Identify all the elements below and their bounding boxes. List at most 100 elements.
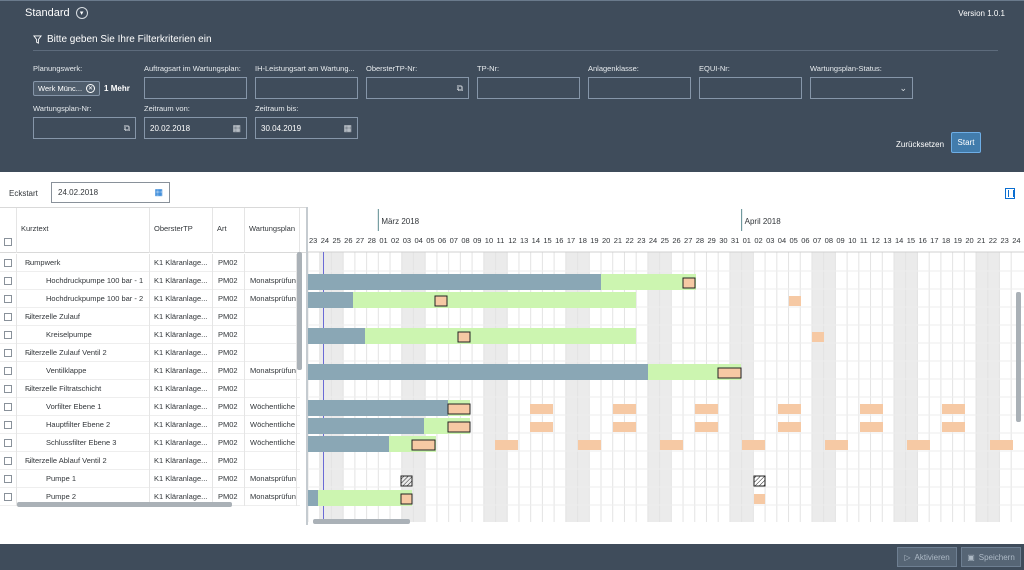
task-block[interactable] (695, 404, 718, 414)
hatched-task[interactable] (753, 475, 766, 487)
settings-icon[interactable] (1005, 188, 1015, 199)
table-row[interactable]: Vorfilter Ebene 1 K1 Kläranlage... PM02 Wöc… (0, 398, 300, 416)
row-checkbox[interactable] (4, 277, 12, 285)
equi-input[interactable] (699, 77, 802, 99)
task-block[interactable] (682, 277, 696, 289)
table-row[interactable]: Hochdruckpumpe 100 bar - 2 K1 Kläranlage.… (0, 290, 300, 308)
task-block[interactable] (447, 403, 471, 415)
task-block[interactable] (742, 440, 765, 450)
status-select[interactable]: ⌄ (810, 77, 913, 99)
row-checkbox[interactable] (4, 259, 12, 267)
task-block[interactable] (942, 422, 965, 432)
col-art[interactable]: Art (213, 208, 245, 253)
task-block[interactable] (495, 440, 518, 450)
task-block[interactable] (400, 493, 413, 505)
table-row[interactable]: Hauptfilter Ebene 2 K1 Kläranlage... PM02 W… (0, 416, 300, 434)
table-row[interactable]: ⌄ Filterzelle Ablauf Ventil 2 K1 Kläranlag… (0, 452, 300, 470)
task-block[interactable] (530, 422, 553, 432)
ihleistungsart-input[interactable] (255, 77, 358, 99)
task-block[interactable] (530, 404, 553, 414)
task-block[interactable] (860, 404, 883, 414)
variant-selector[interactable]: Standard ▾ (25, 7, 88, 19)
bar-planned[interactable] (318, 490, 412, 506)
task-block[interactable] (942, 404, 965, 414)
anlagenklasse-input[interactable] (588, 77, 691, 99)
bar-planned[interactable] (353, 292, 636, 308)
activate-button[interactable]: ▷ Aktivieren (897, 547, 957, 567)
row-checkbox[interactable] (4, 403, 12, 411)
calendar-icon[interactable]: ▦ (154, 187, 163, 197)
bar-done[interactable] (308, 418, 424, 434)
value-help-icon[interactable]: ⧉ (123, 123, 130, 133)
table-row[interactable]: ⌄ Filterzelle Zulauf K1 Kläranlage... PM02 (0, 308, 300, 326)
task-block[interactable] (695, 422, 718, 432)
task-block[interactable] (860, 422, 883, 432)
chevron-down-icon[interactable]: ⌄ (26, 312, 33, 321)
task-block[interactable] (457, 331, 471, 343)
bar-done[interactable] (308, 400, 448, 416)
row-checkbox[interactable] (4, 421, 12, 429)
bar-done[interactable] (308, 364, 648, 380)
col-wartungsplan[interactable]: Wartungsplan (245, 208, 300, 253)
tp-input[interactable] (477, 77, 580, 99)
start-button[interactable]: Start (951, 132, 981, 153)
task-block[interactable] (754, 494, 765, 504)
table-row[interactable]: Kreiselpumpe K1 Kläranlage... PM02 (0, 326, 300, 344)
planungswerk-field[interactable]: Werk Münc... ✕ 1 Mehr (33, 77, 135, 99)
chevron-down-icon[interactable]: ⌄ (26, 258, 33, 267)
gantt-horizontal-scrollbar[interactable] (313, 519, 410, 524)
task-block[interactable] (434, 295, 448, 307)
task-block[interactable] (578, 440, 601, 450)
task-block[interactable] (778, 404, 801, 414)
bar-done[interactable] (308, 274, 601, 290)
table-row[interactable]: Pumpe 1 K1 Kläranlage... PM02 Monatsprüfun (0, 470, 300, 488)
row-checkbox[interactable] (4, 313, 12, 321)
row-checkbox[interactable] (4, 331, 12, 339)
planungswerk-token[interactable]: Werk Münc... ✕ (33, 80, 101, 96)
row-checkbox[interactable] (4, 475, 12, 483)
task-block[interactable] (789, 296, 801, 306)
task-block[interactable] (907, 440, 930, 450)
table-vertical-scrollbar[interactable] (297, 252, 302, 370)
wpnr-input[interactable]: ⧉ (33, 117, 136, 139)
table-row[interactable]: ⌄ Filterzelle Zulauf Ventil 2 K1 Kläranlag… (0, 344, 300, 362)
bis-datepicker[interactable]: 30.04.2019 ▦ (255, 117, 358, 139)
reset-button[interactable]: Zurücksetzen (896, 140, 945, 149)
save-button[interactable]: ▣ Speichern (961, 547, 1021, 567)
task-block[interactable] (660, 440, 683, 450)
table-row[interactable]: Schlussfilter Ebene 3 K1 Kläranlage... PM0… (0, 434, 300, 452)
calendar-icon[interactable]: ▦ (343, 123, 352, 133)
select-all-checkbox[interactable] (4, 238, 12, 246)
chevron-down-icon[interactable]: ⌄ (26, 456, 33, 465)
task-block[interactable] (990, 440, 1013, 450)
chevron-down-icon[interactable]: ⌄ (899, 83, 907, 93)
row-checkbox[interactable] (4, 295, 12, 303)
task-block[interactable] (717, 367, 742, 379)
chevron-down-icon[interactable]: ▾ (75, 7, 88, 19)
eckstart-datepicker[interactable]: 24.02.2018 ▦ (51, 182, 170, 203)
bar-planned[interactable] (365, 328, 636, 344)
gantt-vertical-scrollbar[interactable] (1016, 292, 1021, 422)
more-tokens-link[interactable]: 1 Mehr (104, 83, 130, 93)
bar-done[interactable] (308, 490, 318, 506)
bar-done[interactable] (308, 436, 389, 452)
value-help-icon[interactable]: ⧉ (456, 83, 463, 93)
task-block[interactable] (447, 421, 471, 433)
table-row[interactable]: Hochdruckpumpe 100 bar - 1 K1 Kläranlage.… (0, 272, 300, 290)
chevron-down-icon[interactable]: ⌄ (26, 384, 33, 393)
col-kurztext[interactable]: Kurztext (17, 208, 150, 253)
row-checkbox[interactable] (4, 439, 12, 447)
obertp-input[interactable]: ⧉ (366, 77, 469, 99)
row-checkbox[interactable] (4, 349, 12, 357)
bar-done[interactable] (308, 292, 353, 308)
task-block[interactable] (812, 332, 824, 342)
von-datepicker[interactable]: 20.02.2018 ▦ (144, 117, 247, 139)
remove-token-icon[interactable]: ✕ (86, 83, 96, 93)
col-oberstertp[interactable]: ObersterTP (150, 208, 213, 253)
table-row[interactable]: Ventilklappe K1 Kläranlage... PM02 Monatspr… (0, 362, 300, 380)
bar-planned[interactable] (601, 274, 696, 290)
table-row[interactable]: ⌄ Filterzelle Filtratschicht K1 Kläranlage… (0, 380, 300, 398)
chevron-down-icon[interactable]: ⌄ (26, 348, 33, 357)
hatched-task[interactable] (400, 475, 413, 487)
task-block[interactable] (825, 440, 848, 450)
